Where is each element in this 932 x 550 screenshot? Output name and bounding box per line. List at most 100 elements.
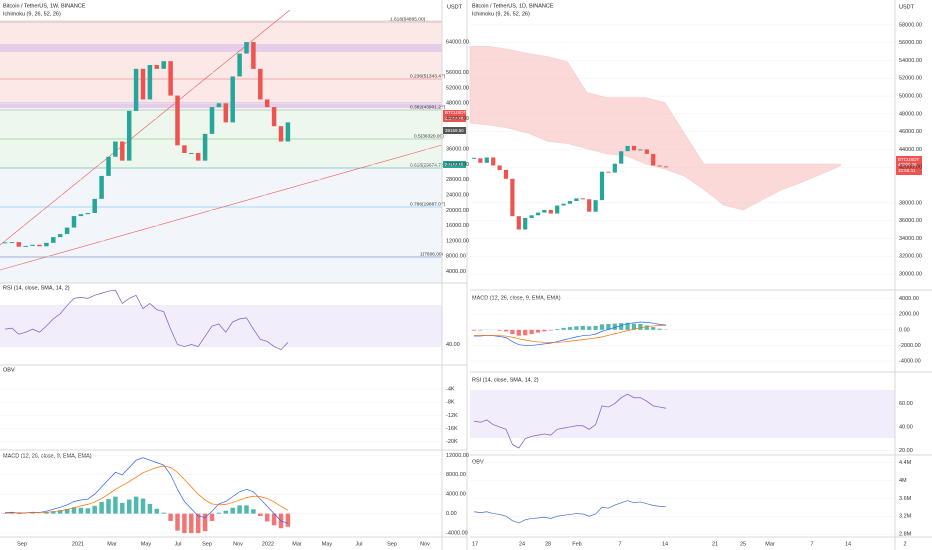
ichimoku-cloud <box>469 46 841 211</box>
histogram-bar <box>251 509 256 514</box>
candle <box>497 165 502 170</box>
candle <box>106 156 111 176</box>
x-tick-label: 7 <box>810 541 813 547</box>
candle <box>251 42 256 69</box>
y-tick-label: 44000.00 <box>446 116 469 122</box>
y-tick-label: 12000.00 <box>446 453 469 459</box>
histogram-bar <box>182 513 187 534</box>
histogram-bar <box>147 503 153 514</box>
y-tick-label: 4000.00 <box>446 269 466 275</box>
y-tick-label: 30000.00 <box>899 271 922 277</box>
candle <box>542 209 547 213</box>
candle <box>599 171 605 201</box>
fib-label: 0.618(29674.78) <box>410 162 446 168</box>
histogram-bar <box>497 329 502 331</box>
x-tick-label: 14 <box>662 541 668 547</box>
chart-title: Bitcoin / TetherUS, 1W, BINANCE <box>3 3 86 9</box>
y-tick-label: 2.8M <box>899 532 912 538</box>
y-tick-label: 48000.00 <box>446 101 469 107</box>
fib-label: 0.236(51343.47) <box>410 73 446 79</box>
x-tick-label: 24 <box>519 541 525 547</box>
fib-label: 1.618(64895.00) <box>390 16 426 22</box>
candle <box>37 244 42 247</box>
histogram-bar <box>216 512 222 514</box>
candle <box>154 65 160 69</box>
y-tick-label: 16000.00 <box>446 223 469 229</box>
candle <box>612 163 617 173</box>
candle <box>175 95 180 146</box>
indicator-title: Ichimoku (9, 26, 52, 26) <box>472 11 530 17</box>
indicator-title: Ichimoku (9, 26, 52, 26) <box>3 11 61 17</box>
x-tick-label: Mar <box>765 541 775 547</box>
y-tick-label: 60.00 <box>899 401 913 407</box>
price-tag <box>443 110 466 122</box>
y-tick-label: 8000.00 <box>446 254 466 260</box>
histogram-bar <box>133 496 139 514</box>
candle <box>189 152 194 154</box>
histogram-bar <box>258 513 263 517</box>
trend-line <box>0 9 291 246</box>
candle <box>516 216 521 230</box>
candle <box>510 178 515 217</box>
histogram-bar <box>85 508 91 514</box>
candle <box>503 169 509 179</box>
histogram-bar <box>140 498 146 514</box>
histogram-bar <box>230 507 235 514</box>
candle <box>92 198 97 214</box>
histogram-bar <box>657 328 662 330</box>
histogram-bar <box>619 323 624 330</box>
x-tick-label: 28 <box>545 541 551 547</box>
candle <box>619 151 624 164</box>
y-tick-label: -4000.00 <box>899 359 921 365</box>
candle <box>161 61 166 69</box>
x-tick-label: Sep <box>387 541 397 547</box>
y-tick-label: 40.00 <box>899 424 913 430</box>
histogram-bar <box>9 512 15 514</box>
candle <box>237 53 242 77</box>
candle <box>285 122 291 142</box>
y-tick-label: 32000.00 <box>446 162 469 168</box>
histogram-bar <box>625 322 630 330</box>
histogram-bar <box>529 329 534 335</box>
y-tick-label: 36000.00 <box>446 147 469 153</box>
y-tick-label: 50000.00 <box>899 94 922 100</box>
histogram-bar <box>599 324 605 330</box>
candle <box>587 199 592 212</box>
histogram-bar <box>126 499 132 514</box>
candle <box>548 209 553 214</box>
y-tick-label: 34000.00 <box>899 236 922 242</box>
histogram-bar <box>168 513 173 521</box>
y-tick-label: 20000.00 <box>446 208 469 214</box>
histogram-bar <box>580 325 585 330</box>
histogram-bar <box>264 513 270 522</box>
candle <box>78 214 84 217</box>
price-tag-value: 43000.96 <box>445 116 464 121</box>
histogram-bar <box>195 513 201 534</box>
x-tick-label: 17 <box>472 541 478 547</box>
zone-red <box>0 20 442 108</box>
candle <box>651 153 656 166</box>
histogram-bar <box>644 325 649 330</box>
y-tick-label: 58000.00 <box>899 22 922 28</box>
histogram-bar <box>638 323 643 330</box>
candle <box>606 171 611 173</box>
candle <box>663 166 669 168</box>
histogram-bar <box>503 329 509 332</box>
indicator-line <box>4 289 289 351</box>
histogram-bar <box>237 505 242 514</box>
candle <box>2 242 8 244</box>
candle <box>555 205 560 214</box>
candle <box>16 242 22 247</box>
trend-line <box>0 144 443 271</box>
histogram-bar <box>51 511 56 514</box>
y-tick-label: 42000.00 <box>899 165 922 171</box>
candle <box>567 201 573 204</box>
y-tick-label: 8000.00 <box>446 472 466 478</box>
y-tick-label: 46000.00 <box>899 129 922 135</box>
rsi-band <box>470 390 895 438</box>
histogram-bar <box>593 325 598 330</box>
candle <box>264 99 270 108</box>
candle <box>113 141 118 157</box>
y-tick-label: 28000.00 <box>446 177 469 183</box>
